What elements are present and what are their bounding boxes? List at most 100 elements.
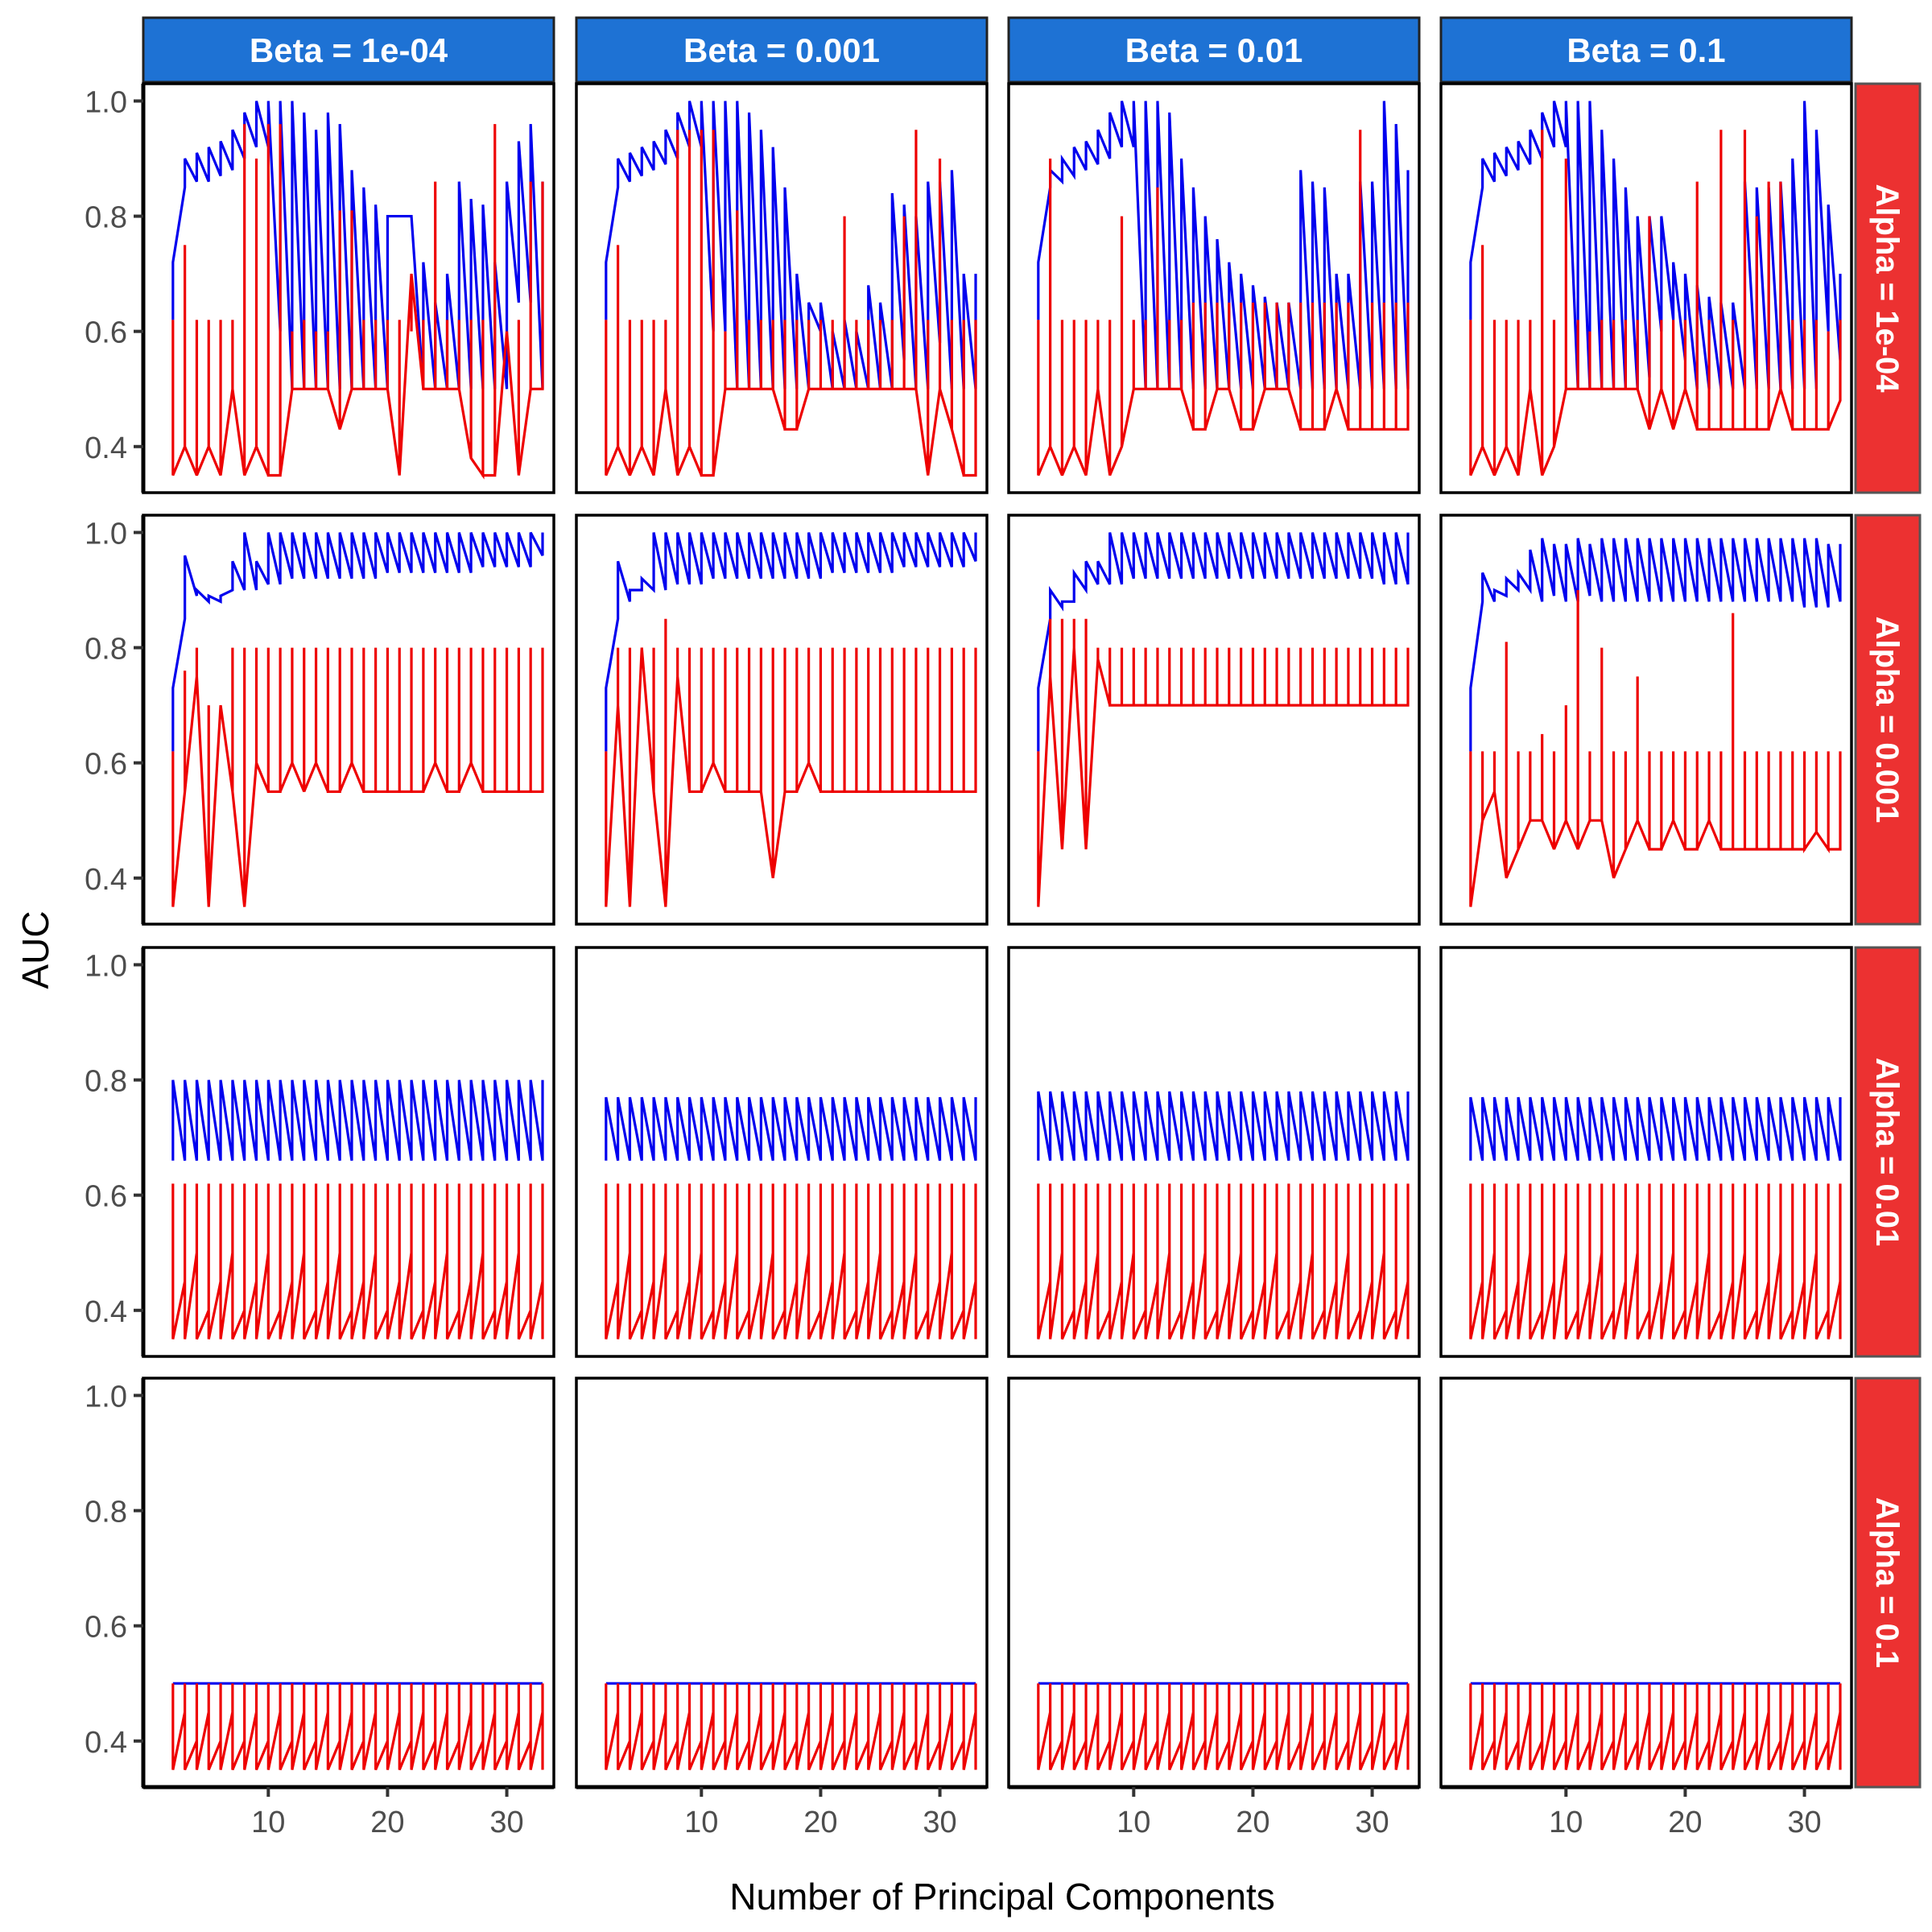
panel-background xyxy=(1009,1378,1419,1787)
series-line-blue xyxy=(1469,538,1842,752)
series-line-red xyxy=(1469,1183,1842,1340)
panel-background xyxy=(576,515,987,924)
panel-background xyxy=(576,84,987,493)
panel-border xyxy=(1439,514,1853,926)
y-tick-label: 0.8 xyxy=(85,201,127,235)
series-line-red xyxy=(1037,130,1410,477)
facet-strip-column-label: Beta = 0.01 xyxy=(1125,31,1303,69)
series-line-blue xyxy=(1037,1091,1410,1162)
x-tick-label: 20 xyxy=(1236,1806,1269,1839)
panel-border xyxy=(575,946,989,1358)
facet-panel xyxy=(1007,82,1421,494)
facet-strip-column xyxy=(142,16,555,84)
y-tick-label: 1.0 xyxy=(85,1380,127,1414)
series-line-red xyxy=(605,1183,977,1340)
y-tick-label: 0.8 xyxy=(85,633,127,667)
series-line-blue xyxy=(171,1080,544,1161)
facet-strip-row xyxy=(1854,1377,1922,1789)
panel-border xyxy=(575,82,989,494)
x-tick-label: 30 xyxy=(1787,1806,1821,1839)
series-line-red xyxy=(171,1183,544,1340)
facet-strip-row-label: Alpha = 1e-04 xyxy=(1869,184,1905,393)
x-tick-label: 20 xyxy=(370,1806,404,1839)
y-tick-label: 0.6 xyxy=(85,316,127,350)
x-tick-label: 30 xyxy=(923,1806,956,1839)
y-tick-label: 1.0 xyxy=(85,85,127,119)
x-tick-label: 20 xyxy=(803,1806,837,1839)
facet-strip-row-label: Alpha = 0.001 xyxy=(1869,617,1905,824)
x-tick-label: 30 xyxy=(1355,1806,1389,1839)
facet-panel xyxy=(1007,514,1421,926)
facet-panel xyxy=(142,1377,555,1789)
x-tick-label: 30 xyxy=(489,1806,523,1839)
panel-background xyxy=(1009,84,1419,493)
series-line-blue xyxy=(171,531,544,752)
panel-background xyxy=(1009,947,1419,1356)
facet-panel xyxy=(575,1377,989,1789)
facet-strip-column-label: Beta = 0.1 xyxy=(1567,31,1725,69)
facet-strip-column xyxy=(1439,16,1853,84)
facet-strip-column xyxy=(1007,16,1421,84)
x-axis-title: Number of Principal Components xyxy=(729,1876,1275,1918)
facet-strip-column xyxy=(575,16,989,84)
y-tick-label: 0.8 xyxy=(85,1065,127,1099)
series-line-blue xyxy=(1469,1096,1842,1162)
x-tick-label: 10 xyxy=(251,1806,285,1839)
y-tick-label: 1.0 xyxy=(85,517,127,551)
panel-border xyxy=(1007,514,1421,926)
series-line-red xyxy=(605,130,977,477)
facet-panel xyxy=(142,82,555,494)
panel-background xyxy=(1441,947,1852,1356)
series-line-red xyxy=(171,124,544,480)
facet-panel xyxy=(1439,1377,1853,1789)
y-tick-label: 0.6 xyxy=(85,748,127,782)
y-axis-title: AUC xyxy=(14,910,56,989)
panel-border xyxy=(1007,82,1421,494)
facet-strip-row xyxy=(1854,514,1922,926)
panel-border xyxy=(1439,82,1853,494)
y-tick-label: 0.4 xyxy=(85,1295,127,1329)
series-line-red xyxy=(1037,1683,1410,1771)
facet-panel xyxy=(575,82,989,494)
facet-strip-row-label: Alpha = 0.01 xyxy=(1869,1058,1905,1247)
facet-panel xyxy=(142,946,555,1358)
facet-panel xyxy=(1439,514,1853,926)
series-line-red xyxy=(605,1683,977,1771)
facet-strip-row-label: Alpha = 0.1 xyxy=(1869,1497,1905,1668)
facet-panel xyxy=(1439,82,1853,494)
panel-background xyxy=(143,84,554,493)
facet-panel xyxy=(1439,946,1853,1358)
series-line-blue xyxy=(605,1096,977,1162)
series-line-red xyxy=(1037,618,1410,907)
x-tick-label: 10 xyxy=(684,1806,718,1839)
series-line-red xyxy=(171,1683,544,1771)
panel-background xyxy=(143,1378,554,1787)
series-line-red xyxy=(1469,130,1842,477)
panel-background xyxy=(1441,515,1852,924)
series-line-blue xyxy=(1037,532,1410,752)
panel-border xyxy=(1439,946,1853,1358)
panel-background xyxy=(576,947,987,1356)
facet-panel xyxy=(575,514,989,926)
facet-strip-row xyxy=(1854,82,1922,494)
facet-strip-row xyxy=(1854,946,1922,1358)
y-tick-label: 0.4 xyxy=(85,431,127,465)
y-tick-label: 0.4 xyxy=(85,863,127,897)
facet-panel xyxy=(1007,1377,1421,1789)
y-tick-label: 0.8 xyxy=(85,1496,127,1530)
panel-background xyxy=(143,947,554,1356)
y-tick-label: 0.6 xyxy=(85,1180,127,1214)
series-line-blue xyxy=(605,531,977,752)
series-line-red xyxy=(1469,590,1842,907)
y-tick-label: 0.6 xyxy=(85,1611,127,1645)
facet-panel xyxy=(575,946,989,1358)
panel-border xyxy=(1007,946,1421,1358)
panel-background xyxy=(1441,1378,1852,1787)
panel-background xyxy=(1441,84,1852,493)
x-tick-label: 10 xyxy=(1549,1806,1583,1839)
panel-background xyxy=(576,1378,987,1787)
series-line-red xyxy=(171,647,544,907)
series-line-red xyxy=(1469,1683,1842,1771)
facet-panel xyxy=(1007,946,1421,1358)
